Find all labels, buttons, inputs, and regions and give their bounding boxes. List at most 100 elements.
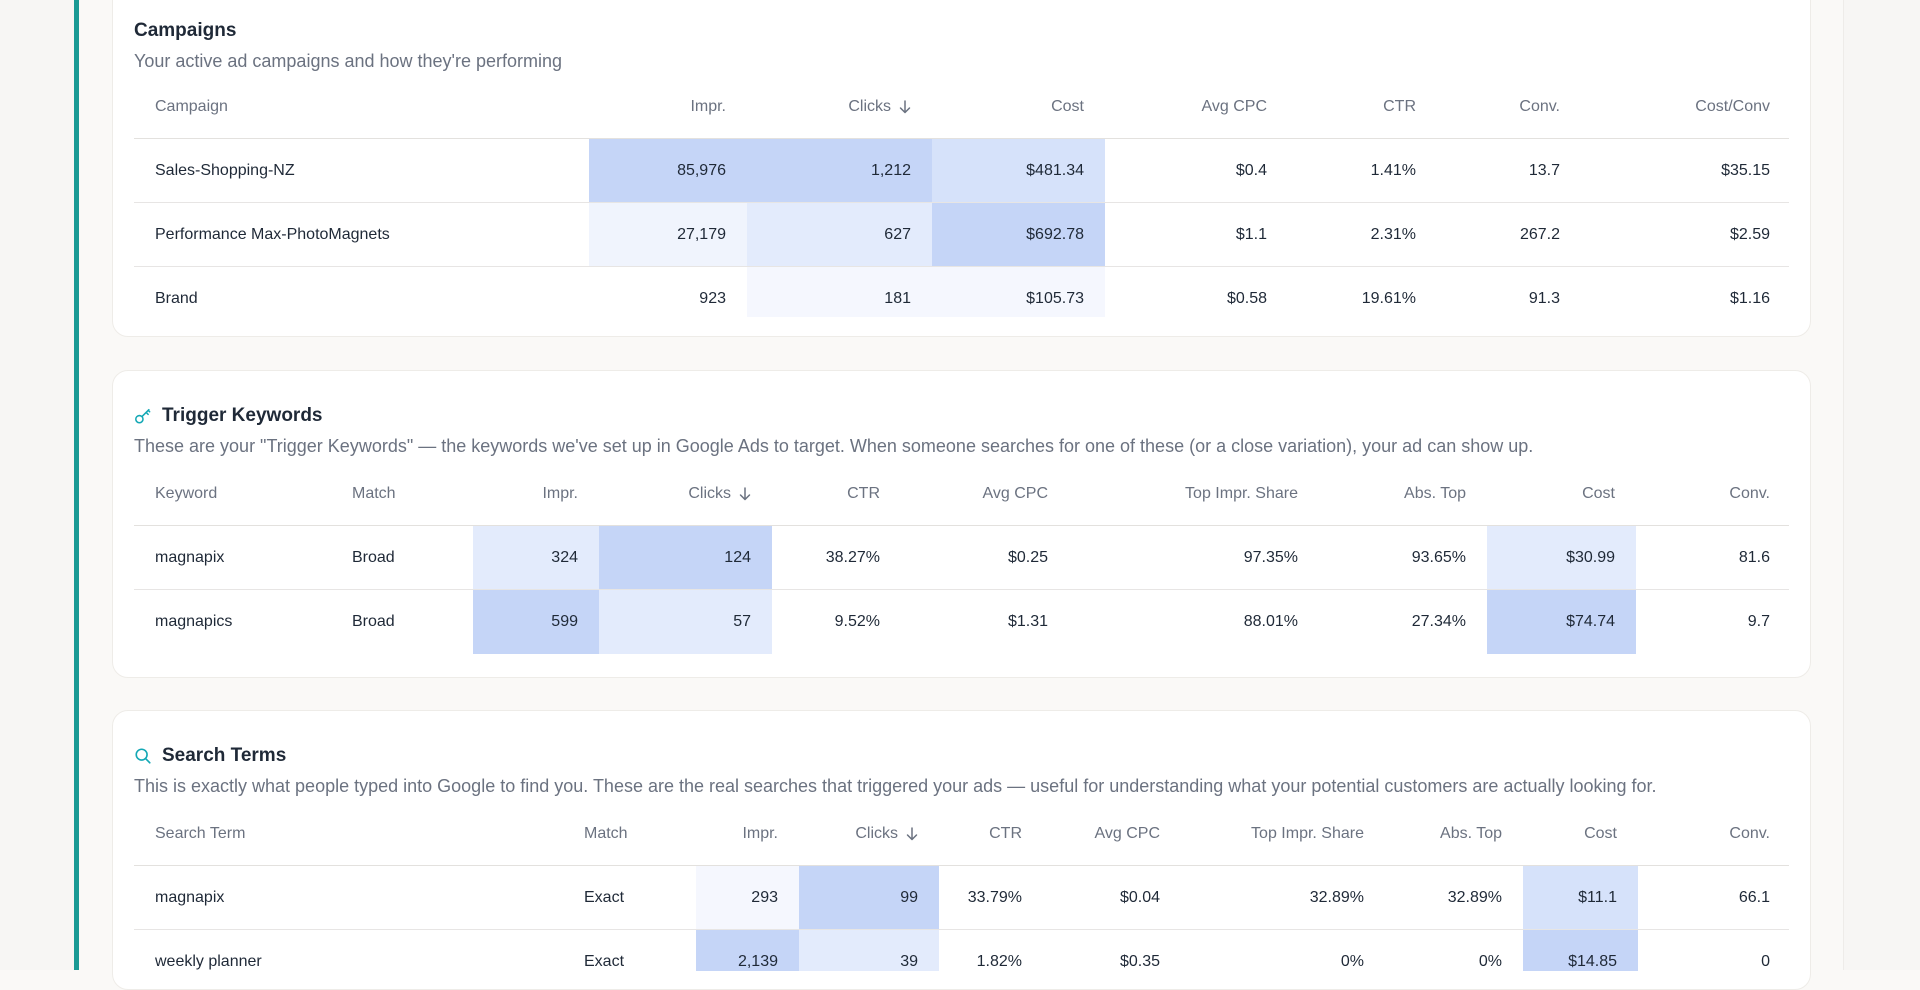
sort-desc-icon (906, 826, 918, 840)
col-conv[interactable]: Conv. (1729, 824, 1770, 842)
trigger-keywords-table: Keyword Match Impr. Clicks CTR Avg CPC T… (134, 462, 1789, 655)
col-top-impr-share[interactable]: Top Impr. Share (1251, 824, 1364, 842)
col-clicks[interactable]: Clicks (599, 462, 772, 525)
campaign-name: Performance Max-PhotoMagnets (155, 225, 390, 243)
table-row[interactable]: magnapics Broad 599 57 9.52% $1.31 88.01… (134, 590, 1789, 654)
impressions-cell: 27,179 (589, 203, 747, 266)
avg-cpc-cell: $1.1 (1235, 225, 1267, 243)
col-match[interactable]: Match (584, 824, 628, 842)
search-terms-title: Search Terms (134, 745, 286, 767)
impressions-cell: 2,139 (696, 930, 799, 971)
col-cost[interactable]: Cost (1051, 97, 1084, 115)
ctr-cell: 19.61% (1361, 289, 1416, 307)
col-clicks-label: Clicks (855, 824, 898, 842)
keyword-cell: magnapix (155, 548, 225, 566)
sort-desc-icon (899, 99, 911, 113)
col-abs-top[interactable]: Abs. Top (1404, 484, 1466, 502)
table-row[interactable]: Performance Max-PhotoMagnets 27,179 627 … (134, 203, 1789, 267)
conv-cell: 91.3 (1528, 289, 1560, 307)
key-icon (135, 408, 151, 424)
active-accent-bar (74, 0, 79, 970)
search-terms-table: Search Term Match Impr. Clicks CTR Avg C… (134, 802, 1789, 971)
clicks-cell: 181 (747, 267, 932, 317)
impressions-cell: 85,976 (589, 139, 747, 202)
col-impressions[interactable]: Impr. (690, 97, 726, 115)
top-impr-share-cell: 0% (1340, 952, 1364, 970)
abs-top-cell: 93.65% (1411, 548, 1466, 566)
col-clicks-label: Clicks (688, 484, 731, 502)
abs-top-cell: 0% (1478, 952, 1502, 970)
match-cell: Exact (584, 888, 625, 906)
col-clicks[interactable]: Clicks (799, 802, 939, 865)
col-ctr[interactable]: CTR (989, 824, 1022, 842)
col-clicks[interactable]: Clicks (747, 75, 932, 138)
col-match[interactable]: Match (352, 484, 396, 502)
col-clicks-label: Clicks (848, 97, 891, 115)
keywords-header-row: Keyword Match Impr. Clicks CTR Avg CPC T… (134, 462, 1789, 526)
cost-cell: $30.99 (1487, 526, 1636, 589)
col-cost[interactable]: Cost (1582, 484, 1615, 502)
top-impr-share-cell: 97.35% (1243, 548, 1298, 566)
top-impr-share-cell: 32.89% (1309, 888, 1364, 906)
table-row[interactable]: Brand 923 181 $105.73 $0.58 19.61% 91.3 … (134, 267, 1789, 317)
cost-cell: $481.34 (932, 139, 1105, 202)
avg-cpc-cell: $1.31 (1007, 613, 1048, 630)
col-ctr[interactable]: CTR (1383, 97, 1416, 115)
table-row[interactable]: Sales-Shopping-NZ 85,976 1,212 $481.34 $… (134, 139, 1789, 203)
campaigns-header-row: Campaign Impr. Clicks Cost Avg CPC CTR C… (134, 75, 1789, 139)
col-top-impr-share[interactable]: Top Impr. Share (1185, 484, 1298, 502)
col-ctr[interactable]: CTR (847, 484, 880, 502)
table-row[interactable]: magnapix Exact 293 99 33.79% $0.04 32.89… (134, 866, 1789, 930)
cost-cell: $14.85 (1523, 930, 1638, 971)
col-abs-top[interactable]: Abs. Top (1440, 824, 1502, 842)
col-search-term[interactable]: Search Term (155, 824, 246, 842)
col-cost-per-conv[interactable]: Cost/Conv (1695, 97, 1770, 115)
col-conv[interactable]: Conv. (1519, 97, 1560, 115)
campaigns-card: Campaigns Your active ad campaigns and h… (112, 0, 1811, 337)
table-row[interactable]: magnapix Broad 324 124 38.27% $0.25 97.3… (134, 526, 1789, 590)
top-impr-share-cell: 88.01% (1243, 613, 1298, 630)
clicks-cell: 1,212 (747, 139, 932, 202)
cost-cell: $11.1 (1523, 866, 1638, 929)
conv-cell: 9.7 (1747, 613, 1770, 630)
ctr-cell: 1.82% (976, 952, 1022, 970)
clicks-cell: 57 (599, 590, 772, 654)
ctr-cell: 38.27% (825, 548, 880, 566)
sort-desc-icon (739, 486, 751, 500)
cost-cell: $74.74 (1487, 590, 1636, 654)
col-keyword[interactable]: Keyword (155, 484, 218, 502)
col-avg-cpc[interactable]: Avg CPC (982, 484, 1048, 502)
clicks-cell: 39 (799, 930, 939, 971)
cost-per-conv-cell: $1.16 (1729, 289, 1770, 307)
avg-cpc-cell: $0.58 (1226, 289, 1267, 307)
abs-top-cell: 27.34% (1411, 613, 1466, 630)
match-cell: Broad (352, 613, 395, 630)
col-avg-cpc[interactable]: Avg CPC (1201, 97, 1267, 115)
search-icon (135, 748, 151, 764)
col-conv[interactable]: Conv. (1729, 484, 1770, 502)
col-impressions[interactable]: Impr. (542, 484, 578, 502)
right-rail (1843, 0, 1920, 970)
col-impressions[interactable]: Impr. (742, 824, 778, 842)
conv-cell: 81.6 (1738, 548, 1770, 566)
campaigns-table: Campaign Impr. Clicks Cost Avg CPC CTR C… (134, 75, 1789, 317)
search-terms-subtitle: This is exactly what people typed into G… (134, 776, 1657, 796)
col-avg-cpc[interactable]: Avg CPC (1094, 824, 1160, 842)
clicks-cell: 627 (747, 203, 932, 266)
cost-per-conv-cell: $2.59 (1729, 225, 1770, 243)
impressions-cell: 923 (699, 289, 726, 307)
col-cost[interactable]: Cost (1584, 824, 1617, 842)
cost-cell: $692.78 (932, 203, 1105, 266)
table-row[interactable]: weekly planner Exact 2,139 39 1.82% $0.3… (134, 930, 1789, 971)
search-terms-title-text: Search Terms (162, 745, 287, 766)
ctr-cell: 9.52% (834, 613, 880, 630)
conv-cell: 267.2 (1519, 225, 1560, 243)
ctr-cell: 2.31% (1370, 225, 1416, 243)
campaign-name: Brand (155, 289, 198, 307)
impressions-cell: 599 (473, 590, 599, 654)
trigger-keywords-title-text: Trigger Keywords (162, 405, 323, 426)
ctr-cell: 1.41% (1370, 161, 1416, 179)
col-campaign[interactable]: Campaign (155, 97, 228, 115)
cost-cell: $105.73 (932, 267, 1105, 317)
match-cell: Exact (584, 952, 625, 970)
